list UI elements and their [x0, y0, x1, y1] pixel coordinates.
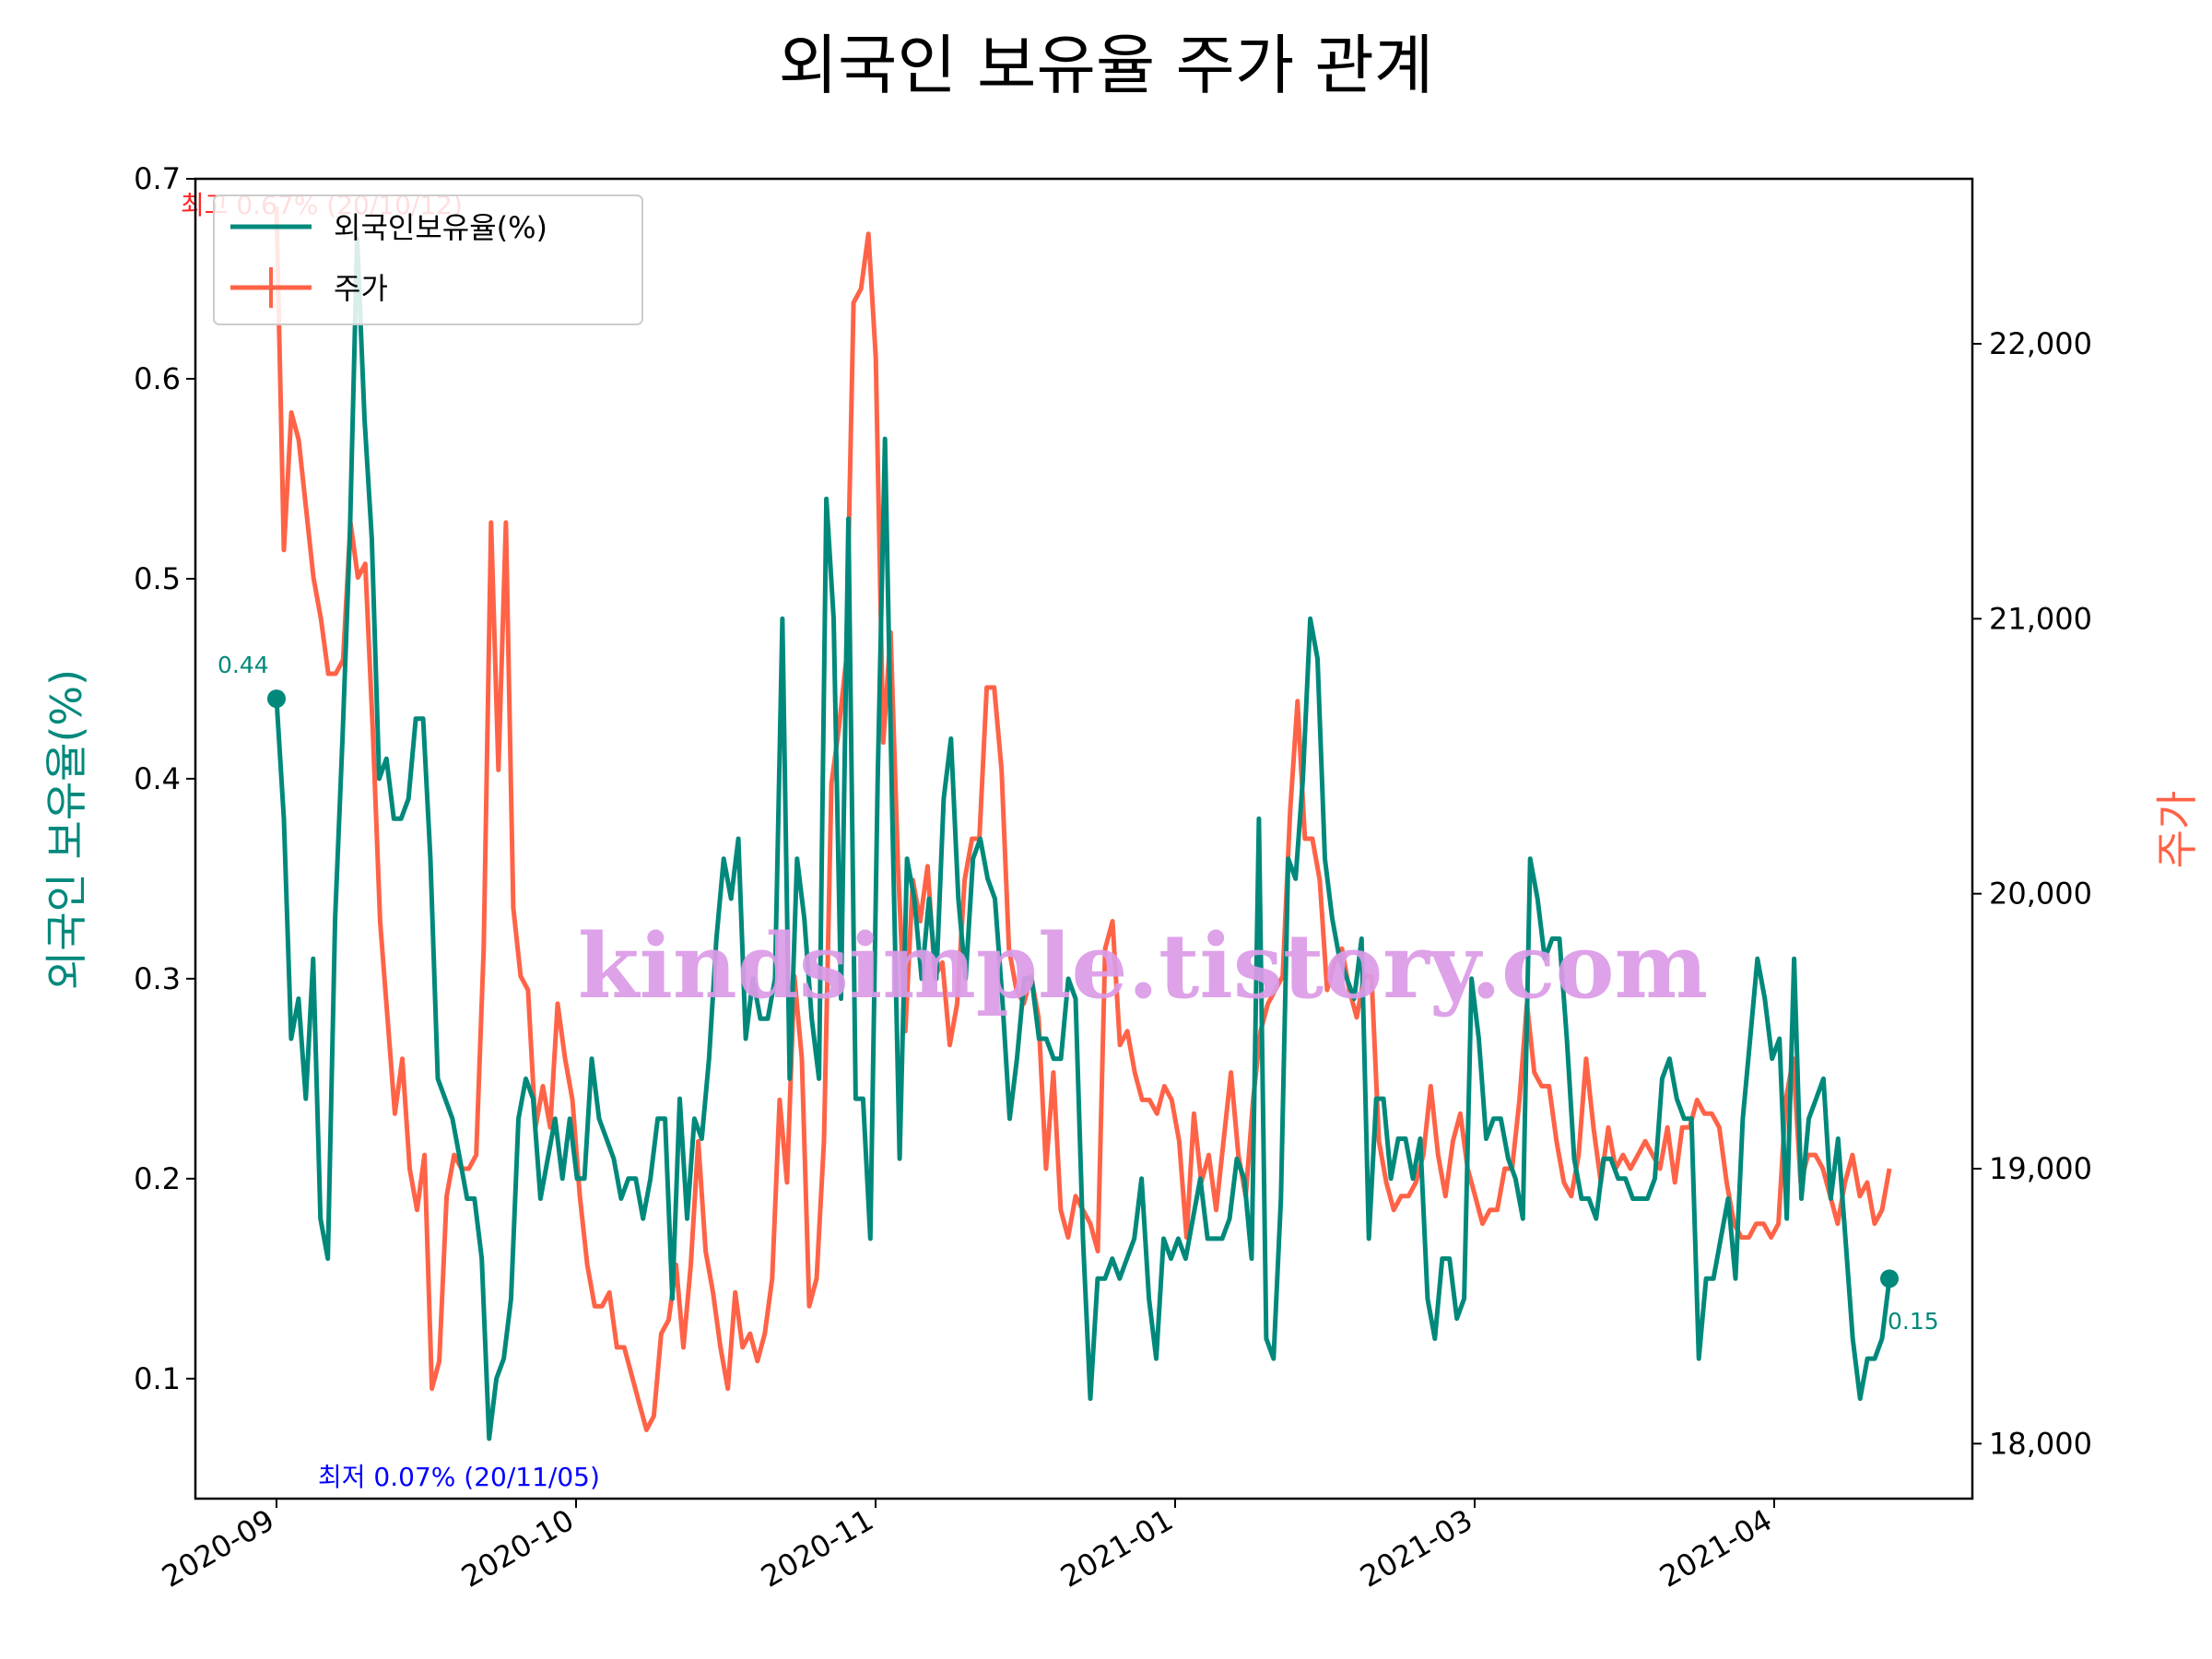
x-tick-label: 2020-11	[755, 1502, 879, 1594]
legend-label-foreign: 외국인보유율(%)	[334, 210, 547, 245]
x-axis-ticks: 2020-09 2020-10 2020-11 2021-01 2021-03 2021-…	[156, 1499, 1778, 1594]
plot-frame	[194, 177, 1974, 1500]
legend-box	[213, 194, 643, 325]
chart-title: 외국인 보유율 주가 관계	[779, 28, 1434, 103]
left-tick-label: 0.5	[134, 561, 181, 596]
left-tick-label: 0.2	[134, 1161, 181, 1196]
right-tick-label: 22,000	[1989, 326, 2092, 361]
x-tick-label: 2020-09	[156, 1502, 280, 1594]
x-tick-label: 2020-10	[455, 1502, 580, 1594]
left-axis-label: 외국인 보유율(%)	[41, 669, 91, 990]
left-tick-label: 0.1	[134, 1361, 181, 1396]
legend: 외국인보유율(%) 주가	[213, 194, 643, 325]
right-tick-label: 18,000	[1989, 1426, 2092, 1461]
right-axis-ticks: 18,000 19,000 20,000 21,000 22,000	[1972, 326, 2092, 1461]
start-value-label: 0.44	[218, 652, 269, 678]
x-tick-label: 2021-01	[1054, 1502, 1179, 1594]
end-point-marker	[1880, 1269, 1899, 1288]
left-tick-label: 0.7	[134, 161, 181, 196]
legend-label-price: 주가	[334, 271, 388, 306]
foreign-ratio-series-line	[274, 236, 1892, 1441]
x-tick-label: 2021-03	[1354, 1502, 1478, 1594]
right-tick-label: 19,000	[1989, 1151, 2092, 1186]
left-tick-label: 0.6	[134, 361, 181, 396]
series-layer	[274, 206, 1892, 1441]
left-tick-label: 0.3	[134, 961, 181, 996]
left-axis-ticks: 0.1 0.2 0.3 0.4 0.5 0.6 0.7	[134, 161, 195, 1396]
right-axis-label: 주가	[2152, 791, 2202, 869]
watermark-text: kindsimple.tistory.com	[578, 914, 1708, 1018]
start-point-marker	[267, 689, 286, 709]
left-tick-label: 0.4	[134, 761, 181, 796]
right-tick-label: 21,000	[1989, 601, 2092, 636]
x-tick-label: 2021-04	[1653, 1502, 1778, 1594]
right-tick-label: 20,000	[1989, 877, 2092, 912]
end-value-label: 0.15	[1888, 1308, 1939, 1335]
min-annotation: 최저 0.07% (20/11/05)	[318, 1462, 600, 1492]
